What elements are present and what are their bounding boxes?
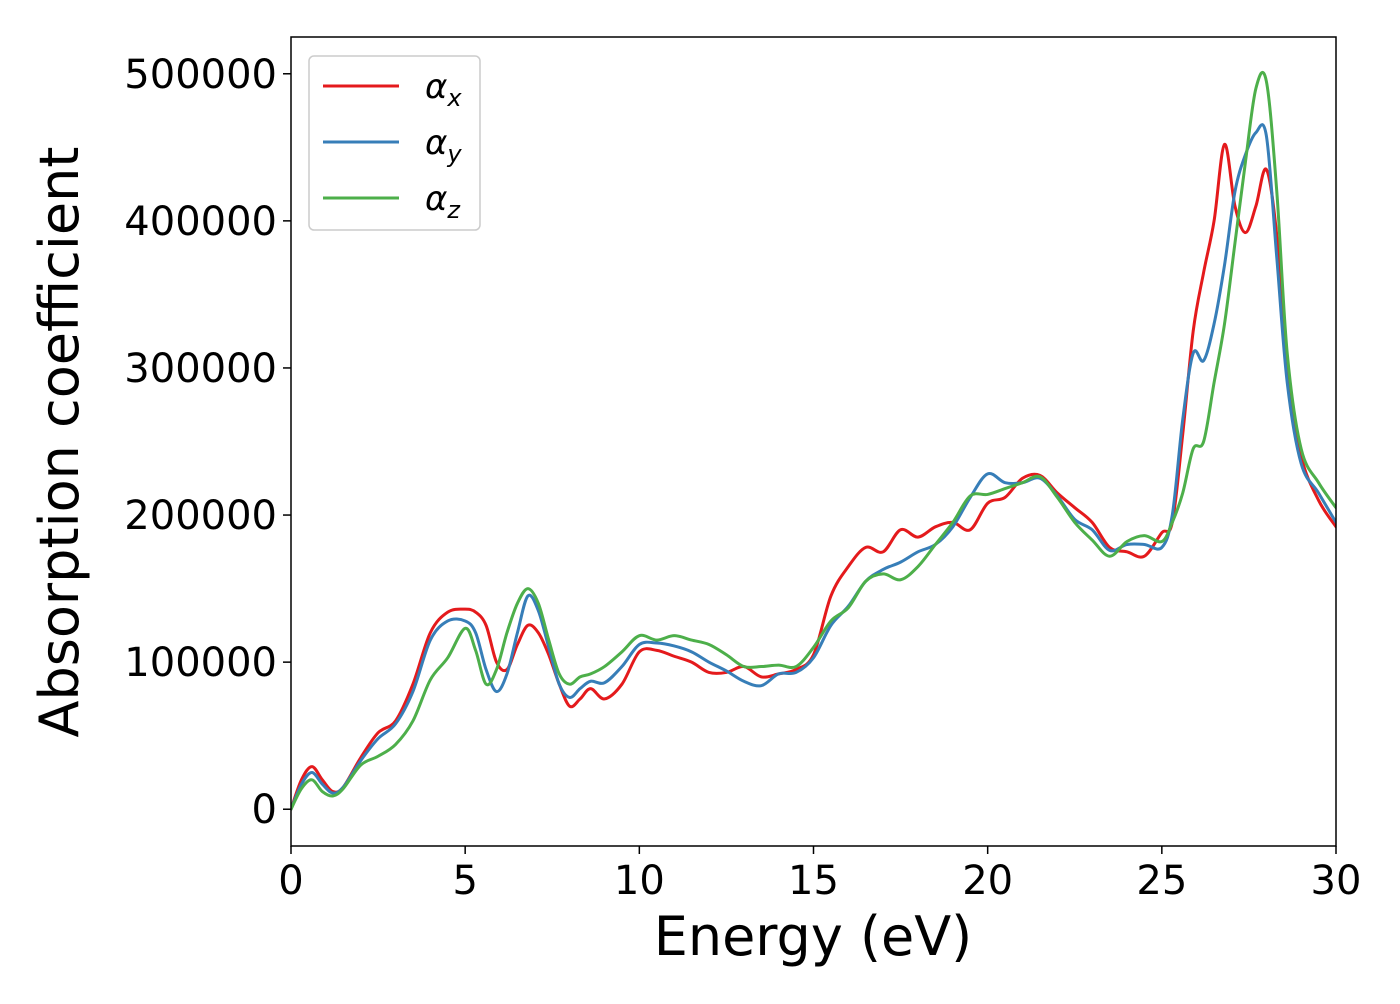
legend: αx αy αz [308, 55, 481, 231]
legend-label-y: αy [425, 123, 462, 168]
y-tick-label: 0 [252, 787, 277, 833]
series-lines [291, 70, 1336, 811]
x-tick-label: 15 [788, 858, 839, 904]
x-tick-label: 20 [962, 858, 1013, 904]
x-tick-label: 25 [1136, 858, 1187, 904]
y-tick-label: 400000 [124, 199, 277, 245]
x-tick-label: 10 [614, 858, 665, 904]
series-line-z [291, 70, 1336, 811]
axes: 0 5 10 15 20 25 30 0 100000 200000 300000 400000 500… [124, 36, 1362, 904]
y-tick-label: 300000 [124, 346, 277, 392]
x-axis-label: Energy (eV) [654, 905, 973, 968]
series-line-y [291, 123, 1336, 811]
legend-label-z: αz [425, 179, 461, 224]
y-tick-label: 200000 [124, 493, 277, 539]
x-tick-label: 5 [452, 858, 477, 904]
legend-label-x: αx [425, 67, 462, 112]
y-tick-label: 100000 [124, 640, 277, 686]
y-axis-label: Absorption coefficient [28, 147, 91, 738]
x-tick-label: 30 [1311, 858, 1362, 904]
y-tick-label: 500000 [124, 52, 277, 98]
x-tick-label: 0 [278, 858, 303, 904]
